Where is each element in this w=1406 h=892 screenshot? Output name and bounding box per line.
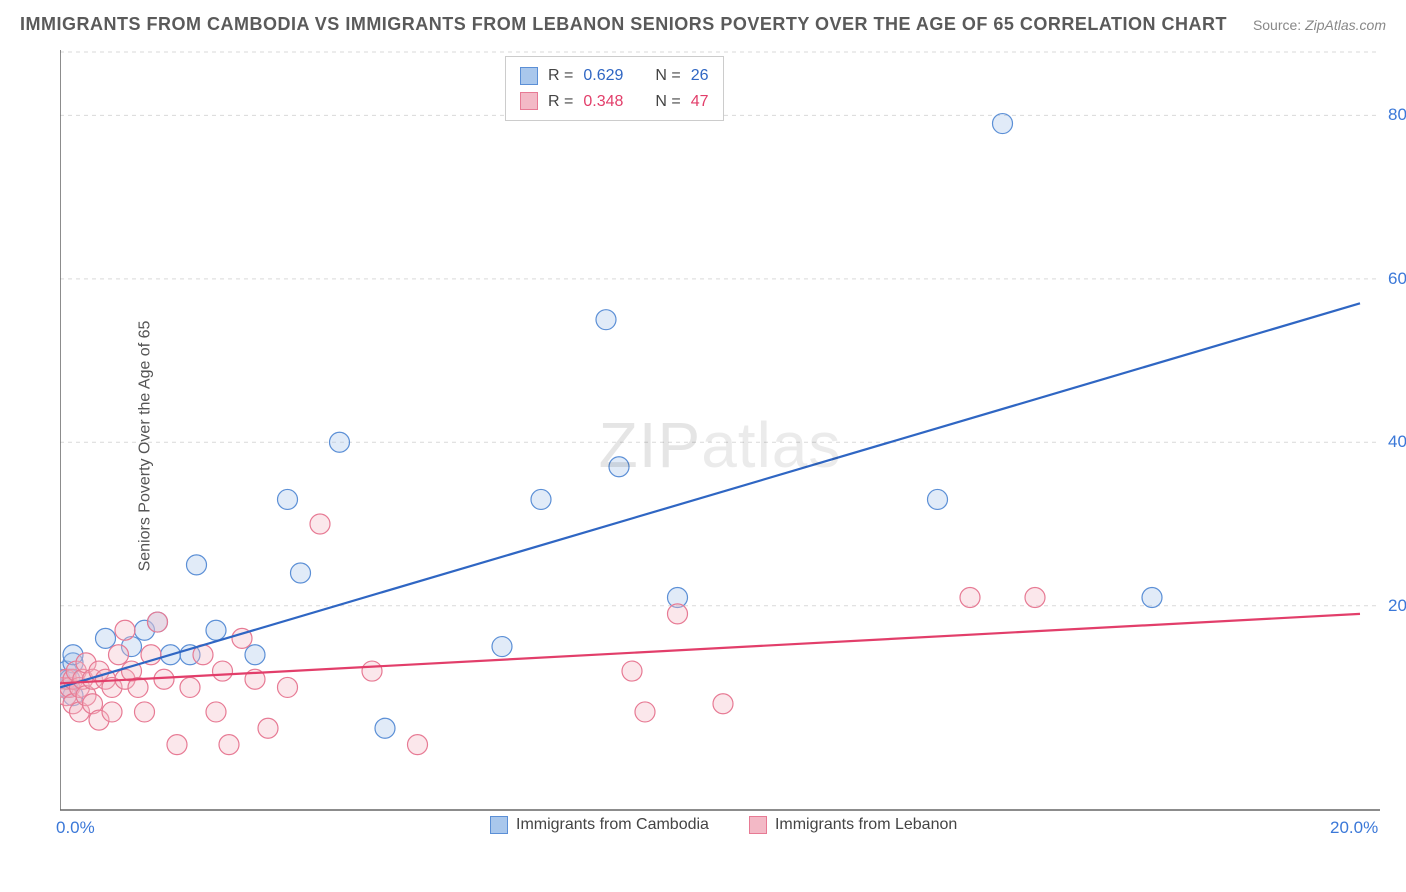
- legend-swatch: [520, 92, 538, 110]
- chart-svg: [60, 50, 1380, 840]
- r-value: 0.348: [583, 89, 623, 115]
- correlation-legend: R = 0.629 N = 26 R = 0.348 N = 47: [505, 56, 724, 121]
- series-legend: Immigrants from Cambodia Immigrants from …: [490, 816, 957, 834]
- y-tick-label: 80.0%: [1388, 105, 1406, 125]
- x-tick-label: 20.0%: [1330, 818, 1378, 838]
- n-value: 47: [691, 89, 709, 115]
- chart-title: IMMIGRANTS FROM CAMBODIA VS IMMIGRANTS F…: [20, 14, 1227, 35]
- y-tick-label: 20.0%: [1388, 596, 1406, 616]
- n-label: N =: [655, 63, 680, 89]
- correlation-row: R = 0.629 N = 26: [520, 63, 709, 89]
- legend-label: Immigrants from Lebanon: [775, 816, 957, 834]
- source-label: Source:: [1253, 17, 1301, 33]
- legend-swatch: [520, 67, 538, 85]
- r-label: R =: [548, 89, 573, 115]
- legend-item: Immigrants from Lebanon: [749, 816, 957, 834]
- source-value: ZipAtlas.com: [1305, 17, 1386, 33]
- legend-swatch: [490, 816, 508, 834]
- r-label: R =: [548, 63, 573, 89]
- n-label: N =: [655, 89, 680, 115]
- legend-label: Immigrants from Cambodia: [516, 816, 709, 834]
- chart-plot-area: ZIPatlas R =0.629N =26R =0.348N =47 Immi…: [60, 50, 1380, 840]
- chart-header: IMMIGRANTS FROM CAMBODIA VS IMMIGRANTS F…: [20, 14, 1386, 35]
- source-credit: Source: ZipAtlas.com: [1253, 17, 1386, 33]
- y-tick-label: 40.0%: [1388, 432, 1406, 452]
- legend-swatch: [749, 816, 767, 834]
- n-value: 26: [691, 63, 709, 89]
- legend-item: Immigrants from Cambodia: [490, 816, 709, 834]
- r-value: 0.629: [583, 63, 623, 89]
- correlation-row: R = 0.348 N = 47: [520, 89, 709, 115]
- y-tick-label: 60.0%: [1388, 269, 1406, 289]
- x-tick-label: 0.0%: [56, 818, 95, 838]
